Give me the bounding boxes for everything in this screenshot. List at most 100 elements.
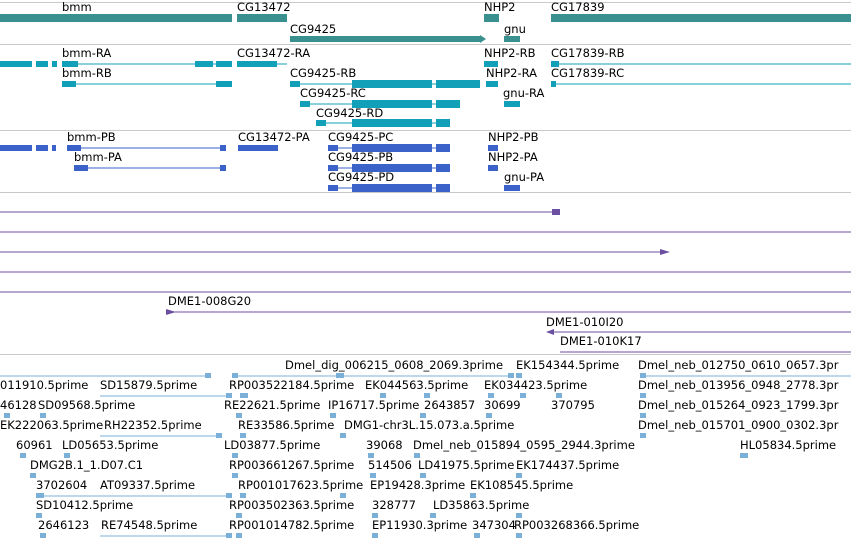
protein-bar-CG13472-PA[interactable] (238, 145, 278, 151)
est-label[interactable]: EP19428.3prime (370, 478, 466, 492)
est-label[interactable]: SD10412.5prime (36, 498, 134, 512)
transcript-label-CG9425-RB[interactable]: CG9425-RB (290, 66, 357, 80)
est-label[interactable]: EK154344.5prime (516, 358, 620, 372)
est-label[interactable]: RE33586.5prime (238, 418, 335, 432)
protein-bar-gnu-PA[interactable] (504, 185, 520, 191)
est-label[interactable]: RP003522184.5prime (229, 378, 355, 392)
gene-label-CG17839[interactable]: CG17839 (551, 0, 605, 14)
protein-label-CG9425-PD[interactable]: CG9425-PD (328, 170, 395, 184)
est-label[interactable]: LD41975.5prime (418, 458, 515, 472)
est-label[interactable]: RP001014782.5prime (229, 518, 355, 532)
protein-bar-offscreen[interactable] (0, 145, 32, 151)
clone-label-DME1-008G20[interactable]: DME1-008G20 (168, 294, 252, 308)
est-label[interactable]: EK034423.5prime (484, 378, 588, 392)
est-label[interactable]: RP001017623.5prime (238, 478, 364, 492)
gene-label-bmm[interactable]: bmm (62, 0, 92, 14)
est-label[interactable]: RP003661267.5prime (229, 458, 355, 472)
transcript-bar-CG9425-RB[interactable] (290, 81, 300, 87)
protein-label-CG13472-PA[interactable]: CG13472-PA (238, 130, 310, 144)
est-label[interactable]: RP003502363.5prime (229, 498, 355, 512)
transcript-bar-offscreen[interactable] (0, 61, 32, 67)
est-label[interactable]: 370795 (551, 398, 595, 412)
protein-bar-CG9425-PD[interactable] (328, 185, 338, 191)
est-label[interactable]: 514506 (368, 458, 412, 472)
transcript-label-CG17839-RC[interactable]: CG17839-RC (551, 66, 625, 80)
est-label[interactable]: SD09568.5prime (38, 398, 136, 412)
est-label[interactable]: Dmel_neb_012750_0610_0657.3pr (638, 358, 839, 372)
gene-label-gnu[interactable]: gnu (504, 22, 526, 36)
est-label[interactable]: 3702604 (36, 478, 88, 492)
transcript-label-NHP2-RA[interactable]: NHP2-RA (486, 66, 538, 80)
transcript-label-CG9425-RD[interactable]: CG9425-RD (316, 106, 384, 120)
est-label[interactable]: 328777 (372, 498, 416, 512)
transcript-bar-bmm-RA[interactable] (62, 61, 78, 67)
protein-bar-bmm-PB[interactable] (67, 145, 81, 151)
protein-label-CG9425-PC[interactable]: CG9425-PC (328, 130, 394, 144)
protein-label-NHP2-PA[interactable]: NHP2-PA (488, 150, 538, 164)
gene-label-CG9425[interactable]: CG9425 (290, 22, 337, 36)
gene-bar-bmm[interactable] (0, 14, 232, 22)
transcript-label-bmm-RB[interactable]: bmm-RB (62, 66, 112, 80)
est-label[interactable]: DMG1-chr3L.15.073.a.5prime (344, 418, 515, 432)
protein-label-bmm-PA[interactable]: bmm-PA (74, 150, 122, 164)
est-label[interactable]: RE74548.5prime (101, 518, 198, 532)
transcript-label-NHP2-RB[interactable]: NHP2-RB (484, 46, 536, 60)
est-label[interactable]: Dmel_neb_015264_0923_1799.3pr (638, 398, 839, 412)
est-label[interactable]: RP003268366.5prime (514, 518, 640, 532)
est-label[interactable]: 2646123 (38, 518, 90, 532)
est-label[interactable]: Dmel_dig_006215_0608_2069.3prime (285, 358, 504, 372)
est-label[interactable]: EP11930.3prime (372, 518, 468, 532)
est-label[interactable]: AT09337.5prime (100, 478, 196, 492)
est-label[interactable]: Dmel_neb_013956_0948_2778.3pr (638, 378, 839, 392)
est-label[interactable]: LD05653.5prime (62, 438, 159, 452)
transcript-bar-NHP2-RB[interactable] (484, 61, 498, 67)
transcript-label-CG9425-RC[interactable]: CG9425-RC (300, 86, 366, 100)
est-label[interactable]: IP16717.5prime (328, 398, 420, 412)
clone-label-DME1-010I20[interactable]: DME1-010I20 (546, 315, 624, 329)
est-label[interactable]: Dmel_neb_015701_0900_0302.3pr (638, 418, 839, 432)
transcript-bar-CG13472-RA[interactable] (237, 61, 277, 67)
transcript-label-bmm-RA[interactable]: bmm-RA (62, 46, 112, 60)
est-label[interactable]: HL05834.5prime (740, 438, 837, 452)
est-label[interactable]: SD15879.5prime (100, 378, 198, 392)
transcript-bar-bmm-RB[interactable] (62, 81, 76, 87)
est-label[interactable]: 39068 (366, 438, 403, 452)
transcript-bar-CG9425-RD[interactable] (316, 120, 326, 126)
transcript-bar-NHP2-RA[interactable] (486, 81, 498, 87)
est-label[interactable]: EK108545.5prime (470, 478, 574, 492)
est-label[interactable]: EK044563.5prime (365, 378, 469, 392)
protein-bar-bmm-PA[interactable] (74, 165, 88, 171)
est-label[interactable]: EK174437.5prime (516, 458, 620, 472)
est-label[interactable]: 30699 (484, 398, 521, 412)
est-label[interactable]: RH22352.5prime (104, 418, 202, 432)
est-label[interactable]: EK222063.5prime (0, 418, 104, 432)
gene-bar-NHP2[interactable] (484, 14, 499, 22)
transcript-label-CG13472-RA[interactable]: CG13472-RA (237, 46, 311, 60)
gene-label-NHP2[interactable]: NHP2 (484, 0, 516, 14)
gene-bar-CG17839[interactable] (551, 14, 851, 22)
est-label[interactable]: 46128 (0, 398, 37, 412)
transcript-label-gnu-RA[interactable]: gnu-RA (503, 86, 545, 100)
est-label[interactable]: LD03877.5prime (224, 438, 321, 452)
transcript-bar-CG17839-RC[interactable] (551, 81, 556, 87)
est-label[interactable]: DMG2B.1_1.D07.C1 (30, 458, 144, 472)
protein-label-CG9425-PB[interactable]: CG9425-PB (328, 150, 394, 164)
est-label[interactable]: 347304 (472, 518, 516, 532)
est-label[interactable]: 011910.5prime (0, 378, 89, 392)
est-label[interactable]: LD35863.5prime (433, 498, 530, 512)
protein-label-gnu-PA[interactable]: gnu-PA (504, 170, 545, 184)
gene-label-CG13472[interactable]: CG13472 (237, 0, 291, 14)
gene-bar-gnu[interactable] (504, 36, 520, 42)
est-label[interactable]: Dmel_neb_015894_0595_2944.3prime (413, 438, 635, 452)
transcript-bar-CG9425-RC[interactable] (300, 101, 310, 107)
clone-label-DME1-010K17[interactable]: DME1-010K17 (560, 334, 642, 348)
gene-bar-CG13472[interactable] (237, 14, 287, 22)
protein-label-NHP2-PB[interactable]: NHP2-PB (488, 130, 539, 144)
transcript-label-CG17839-RB[interactable]: CG17839-RB (551, 46, 625, 60)
est-label[interactable]: RE22621.5prime (224, 398, 321, 412)
est-label[interactable]: 60961 (16, 438, 53, 452)
est-label[interactable]: 2643857 (424, 398, 476, 412)
transcript-bar-CG17839-RB[interactable] (551, 61, 559, 67)
protein-bar-NHP2-PA[interactable] (488, 165, 498, 171)
protein-bar-CG9425-PB[interactable] (328, 165, 338, 171)
